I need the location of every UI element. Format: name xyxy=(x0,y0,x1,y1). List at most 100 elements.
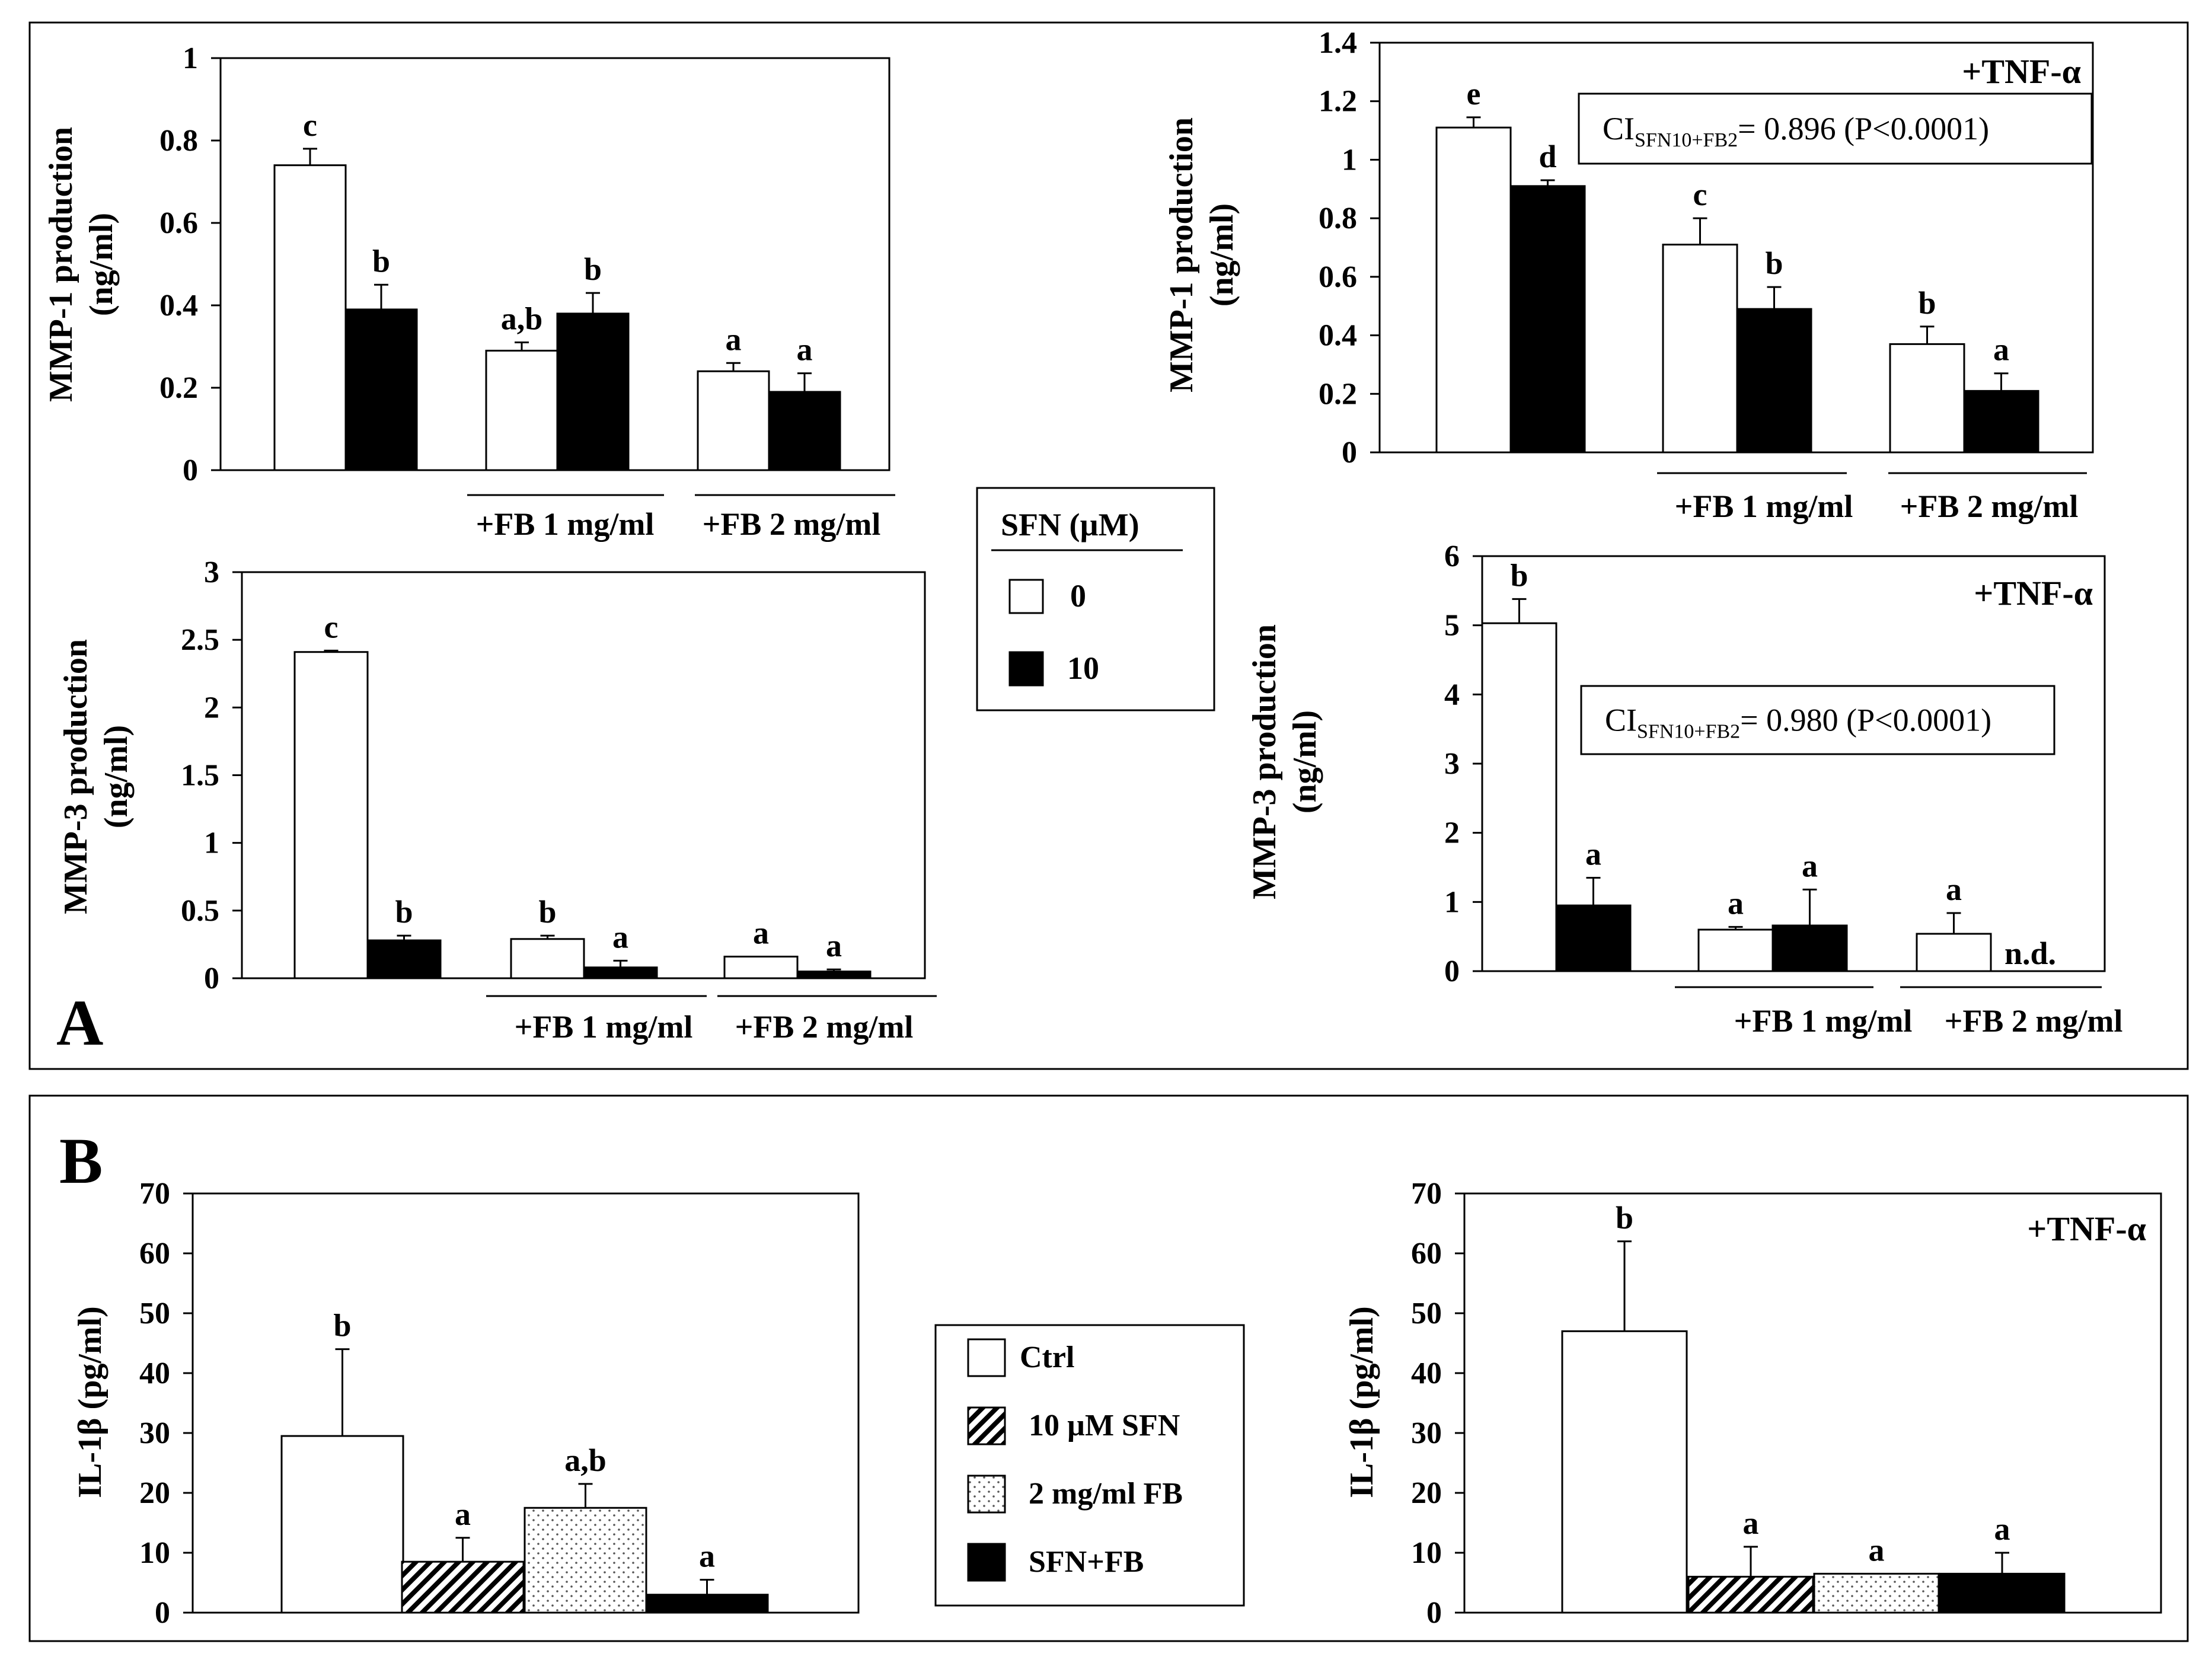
significance-letter: a xyxy=(1993,332,2009,368)
significance-letter: a xyxy=(753,915,769,950)
y-tick-label: 2 xyxy=(1444,816,1460,850)
y-tick-label: 30 xyxy=(1411,1416,1442,1450)
chart-mmp1-basal: 0 0.2 0.4 0.6 0.8 1 MMP-1 production (ng/ml) c b a… xyxy=(43,42,895,542)
y-axis-label-line: MMP-1 production xyxy=(43,127,79,402)
y-tick-label: 20 xyxy=(139,1476,170,1510)
ci-box xyxy=(1578,92,2093,165)
bar xyxy=(1939,1572,2066,1614)
group-label: +FB 1 mg/ml xyxy=(515,1009,693,1045)
significance-letter: b xyxy=(584,251,602,287)
bar xyxy=(1916,933,1992,972)
tnf-annotation: +TNF-α xyxy=(1974,574,2093,612)
y-axis-label-line: (ng/ml) xyxy=(83,213,120,316)
significance-letter: b xyxy=(372,243,390,279)
significance-letter: a xyxy=(726,321,742,357)
y-tick-label: 1 xyxy=(1444,885,1460,919)
y-tick-label: 60 xyxy=(139,1237,170,1271)
significance-letter: a xyxy=(1728,885,1744,921)
significance-letter: d xyxy=(1538,139,1556,174)
bar xyxy=(485,349,558,471)
bar xyxy=(1561,1330,1688,1614)
significance-letter: b xyxy=(395,894,413,930)
significance-letter: a,b xyxy=(564,1442,607,1478)
y-tick-label: 50 xyxy=(139,1297,170,1330)
y-tick-label: 0.6 xyxy=(1319,260,1357,294)
y-tick-label: 3 xyxy=(204,556,219,589)
y-tick-label: 0.8 xyxy=(159,124,198,158)
significance-letter: c xyxy=(324,609,339,644)
legend-treatment-frame xyxy=(934,1324,1245,1607)
y-tick-label: 70 xyxy=(139,1177,170,1211)
legend-label-fb: 2 mg/ml FB xyxy=(1029,1477,1183,1511)
y-tick-label: 0 xyxy=(155,1596,170,1630)
y-tick-label: 0 xyxy=(1444,955,1460,988)
ci-subscript: SFN10+FB2 xyxy=(1635,129,1738,151)
y-tick-label: 70 xyxy=(1411,1177,1442,1211)
y-tick-label: 0 xyxy=(1342,436,1357,470)
y-tick-label: 0.2 xyxy=(159,371,198,405)
bar xyxy=(1813,1572,1940,1614)
legend-label-sfnfb: SFN+FB xyxy=(1029,1545,1144,1579)
y-tick-label: 20 xyxy=(1411,1476,1442,1510)
bar xyxy=(1697,928,1774,972)
significance-letter: a xyxy=(1802,848,1818,883)
significance-letter: a xyxy=(1946,872,1962,907)
y-tick-label: 0 xyxy=(204,962,219,995)
panel-b-frame xyxy=(28,1094,2189,1642)
bar xyxy=(1555,904,1632,972)
bar xyxy=(1963,390,2039,454)
significance-letter: c xyxy=(303,107,317,143)
bar xyxy=(796,971,872,979)
panel-label-b: B xyxy=(59,1125,103,1197)
legend-label-0: 0 xyxy=(1070,578,1086,614)
significance-letter: b xyxy=(333,1308,351,1343)
bar xyxy=(293,651,369,979)
significance-letter: a xyxy=(1994,1511,2010,1547)
ci-text: CISFN10+FB2= 0.896 (P<0.0001) xyxy=(1603,111,1989,151)
significance-letter: n.d. xyxy=(2004,936,2056,971)
bar xyxy=(768,391,841,471)
chart-il1b-basal: 0 10 20 30 40 50 60 70 IL-1β (pg/ml) b a a,b a xyxy=(72,1177,860,1630)
legend-swatch-fb xyxy=(967,1474,1006,1514)
bar xyxy=(1771,924,1848,972)
ci-value: = 0.980 (P<0.0001) xyxy=(1740,703,1991,738)
significance-letter: b xyxy=(1616,1200,1633,1236)
legend-sfn-frame xyxy=(976,487,1215,711)
y-axis-label-line: MMP-3 production xyxy=(1246,624,1283,899)
legend-label-sfn: 10 µM SFN xyxy=(1029,1409,1180,1442)
y-axis-label: IL-1β (pg/ml) xyxy=(1343,1306,1380,1498)
significance-letter: e xyxy=(1467,76,1481,111)
y-axis-label: MMP-3 production (ng/ml) xyxy=(58,639,135,914)
significance-letter: a xyxy=(826,928,842,963)
y-tick-label: 4 xyxy=(1444,678,1460,711)
y-tick-label: 0.2 xyxy=(1319,377,1357,411)
panel-label-a: A xyxy=(56,987,103,1059)
significance-letter: a xyxy=(699,1538,715,1574)
ci-subscript: SFN10+FB2 xyxy=(1637,721,1740,743)
legend-label-ctrl: Ctrl xyxy=(1020,1341,1074,1374)
group-label: +FB 1 mg/ml xyxy=(1675,489,1853,524)
y-axis-label-line: IL-1β (pg/ml) xyxy=(72,1306,108,1498)
bar xyxy=(1662,244,1738,454)
bar xyxy=(1509,185,1586,454)
legend-swatch-sfn xyxy=(967,1406,1006,1445)
bar xyxy=(1481,622,1557,972)
y-tick-label: 0.4 xyxy=(159,289,198,323)
y-tick-label: 5 xyxy=(1444,609,1460,643)
group-label: +FB 2 mg/ml xyxy=(1900,489,2079,524)
y-tick-label: 3 xyxy=(1444,747,1460,781)
legend-swatch-ctrl xyxy=(967,1338,1006,1377)
ci-prefix: CI xyxy=(1603,111,1635,146)
legend-sfn: SFN (µM) 0 10 xyxy=(976,487,1215,711)
significance-letter: a xyxy=(612,919,628,955)
group-label: +FB 2 mg/ml xyxy=(1945,1003,2123,1039)
y-tick-label: 0.4 xyxy=(1319,319,1357,353)
chart-mmp3-tnf: 0 1 2 3 4 5 6 MMP-3 production (ng/ml) b a a a a n.d. +… xyxy=(1246,540,2122,1039)
y-tick-label: 0 xyxy=(1426,1596,1442,1630)
bar xyxy=(723,955,799,979)
bar xyxy=(280,1435,404,1614)
significance-letter: b xyxy=(538,894,556,930)
bar xyxy=(510,938,585,979)
group-label: +FB 2 mg/ml xyxy=(735,1009,914,1045)
